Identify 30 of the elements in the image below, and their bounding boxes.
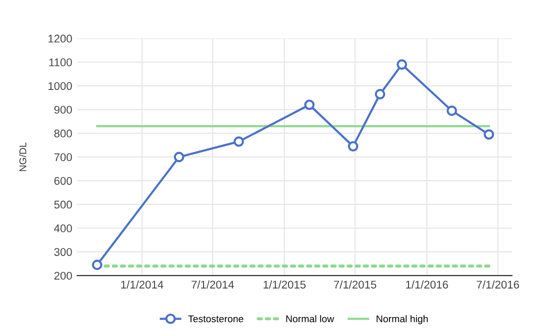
y-tick-label: 400 bbox=[54, 224, 72, 232]
y-axis-title: NG/DL bbox=[19, 142, 26, 172]
y-tick-label: 200 bbox=[54, 272, 72, 280]
y-tick-label: 600 bbox=[54, 176, 72, 185]
point bbox=[234, 136, 244, 147]
y-tick-label: 500 bbox=[54, 200, 72, 209]
y-tick-label: 300 bbox=[54, 248, 72, 256]
x-tick-label: 1/1/2015 bbox=[264, 280, 306, 289]
x-tick-label: 7/1/2014 bbox=[192, 280, 234, 289]
point bbox=[374, 88, 386, 100]
x-tick-label: 7/1/2016 bbox=[476, 280, 520, 289]
point bbox=[304, 100, 315, 110]
y-tick-label: 900 bbox=[54, 106, 72, 114]
y-tick-label: 700 bbox=[54, 153, 72, 162]
y-tick-label: 800 bbox=[54, 130, 72, 138]
y-tick-label: 1000 bbox=[48, 82, 72, 90]
legend-label: Normal low bbox=[286, 315, 334, 322]
point bbox=[484, 129, 494, 140]
y-tick-label: 1100 bbox=[49, 58, 72, 66]
point bbox=[92, 260, 102, 270]
x-tick-label: 1/1/2016 bbox=[406, 280, 448, 289]
y-tick-label: 1200 bbox=[48, 34, 72, 43]
legend-label: Normal high bbox=[376, 315, 428, 324]
legend-label: Testosterone bbox=[188, 315, 244, 322]
x-tick-label: 7/1/2015 bbox=[334, 280, 376, 289]
x-tick-label: 1/1/2014 bbox=[121, 280, 164, 289]
point bbox=[174, 152, 184, 162]
point bbox=[446, 106, 458, 116]
point bbox=[348, 141, 358, 152]
point bbox=[396, 59, 408, 70]
